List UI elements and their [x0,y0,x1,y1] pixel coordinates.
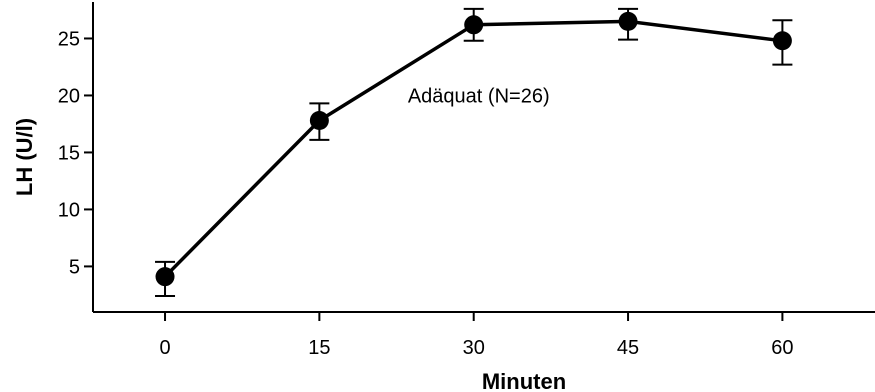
y-tick-label-10: 10 [58,199,80,221]
x-axis-title: Minuten [482,369,566,392]
data-point-45 [618,11,638,31]
y-tick-label-25: 25 [58,28,80,50]
x-tick-label-0: 0 [159,337,170,359]
data-point-0 [155,267,175,287]
axes [92,2,875,313]
x-tick-label-60: 60 [771,337,793,359]
series [155,7,793,298]
data-point-60 [772,31,792,51]
y-tick-label-20: 20 [58,85,80,107]
y-axis-title: LH (U/l) [12,118,37,196]
y-tick-label-15: 15 [58,142,80,164]
data-point-15 [309,111,329,131]
annotation: Adäquat (N=26) [408,85,550,107]
x-tick-label-45: 45 [617,337,639,359]
y-tick-label-5: 5 [69,256,80,278]
series-line [163,19,783,278]
data-point-30 [464,15,484,35]
x-tick-label-30: 30 [463,337,485,359]
tick-marks: 5 10 15 20 25 0 15 30 45 60 [58,28,794,359]
x-tick-label-15: 15 [308,337,330,359]
